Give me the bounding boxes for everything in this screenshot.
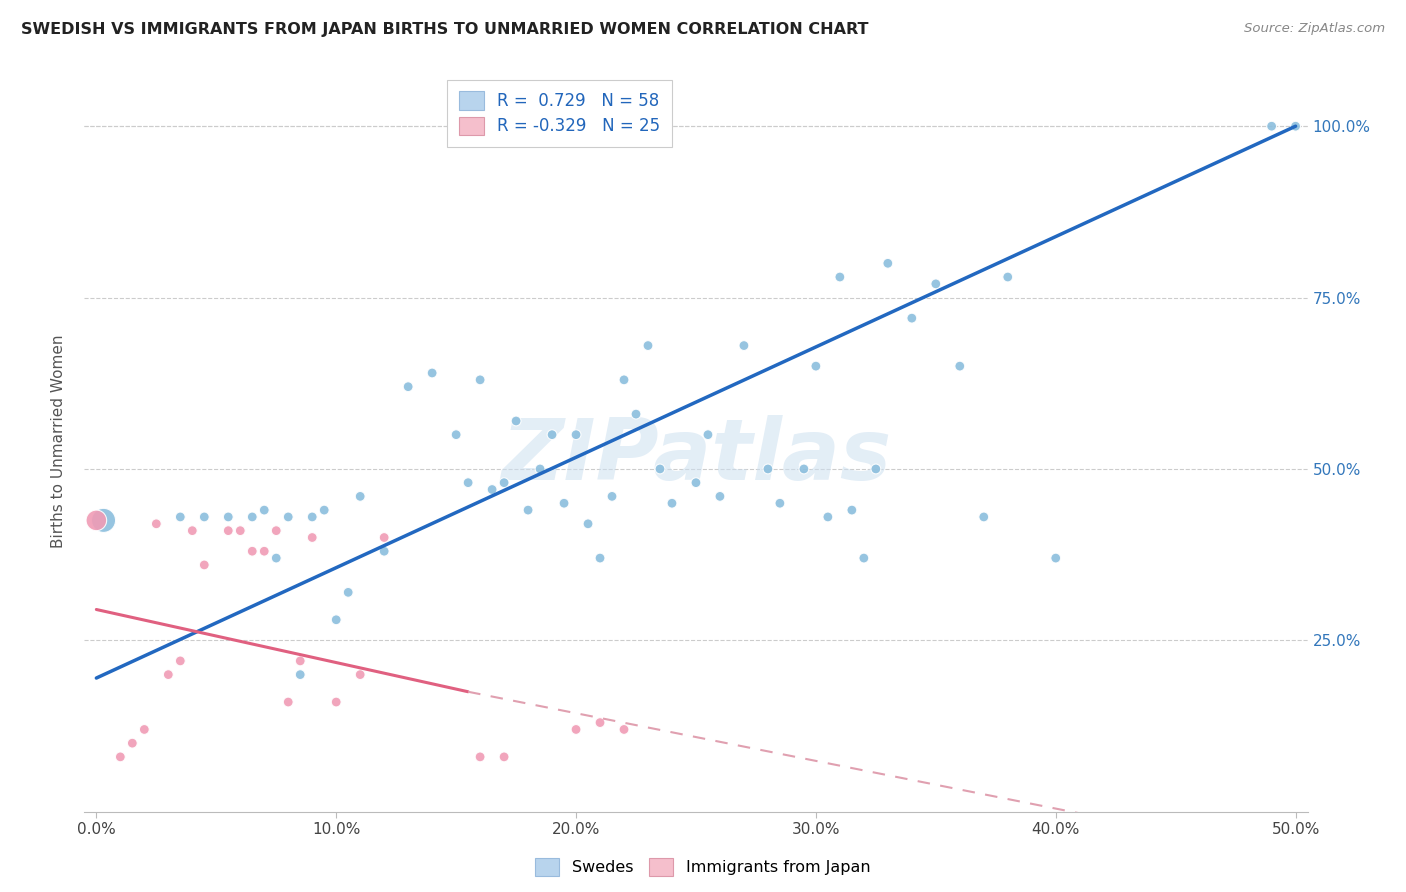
Point <box>852 551 875 566</box>
Point <box>589 715 612 730</box>
Point <box>325 613 347 627</box>
Point <box>1260 119 1282 133</box>
Point <box>264 524 287 538</box>
Point <box>804 359 827 373</box>
Text: ZIPatlas: ZIPatlas <box>501 415 891 498</box>
Point <box>876 256 898 270</box>
Point <box>373 531 395 545</box>
Point <box>697 427 720 442</box>
Point <box>169 510 191 524</box>
Point <box>169 654 191 668</box>
Point <box>494 750 516 764</box>
Point <box>290 654 312 668</box>
Point <box>648 462 671 476</box>
Point <box>529 462 551 476</box>
Point <box>685 475 707 490</box>
Point <box>541 427 564 442</box>
Point <box>193 510 215 524</box>
Point <box>145 516 167 531</box>
Point <box>901 311 924 326</box>
Point <box>756 462 779 476</box>
Point <box>337 585 360 599</box>
Point <box>277 695 299 709</box>
Point <box>277 510 299 524</box>
Point <box>661 496 683 510</box>
Point <box>468 373 491 387</box>
Point <box>793 462 815 476</box>
Point <box>301 531 323 545</box>
Text: SWEDISH VS IMMIGRANTS FROM JAPAN BIRTHS TO UNMARRIED WOMEN CORRELATION CHART: SWEDISH VS IMMIGRANTS FROM JAPAN BIRTHS … <box>21 22 869 37</box>
Point <box>157 667 180 681</box>
Point <box>217 510 239 524</box>
Point <box>505 414 527 428</box>
Point <box>253 503 276 517</box>
Point <box>817 510 839 524</box>
Point <box>457 475 479 490</box>
Point <box>576 516 599 531</box>
Point <box>373 544 395 558</box>
Point <box>396 380 419 394</box>
Point <box>93 513 115 527</box>
Point <box>613 373 636 387</box>
Point <box>769 496 792 510</box>
Point <box>229 524 252 538</box>
Point <box>565 723 588 737</box>
Legend: Swedes, Immigrants from Japan: Swedes, Immigrants from Japan <box>529 852 877 882</box>
Point <box>613 723 636 737</box>
Point <box>193 558 215 572</box>
Point <box>314 503 336 517</box>
Point <box>925 277 948 291</box>
Point <box>468 750 491 764</box>
Point <box>553 496 575 510</box>
Point <box>86 513 108 527</box>
Point <box>828 270 851 285</box>
Point <box>134 723 156 737</box>
Point <box>349 489 371 503</box>
Point <box>181 524 204 538</box>
Point <box>973 510 995 524</box>
Point <box>589 551 612 566</box>
Y-axis label: Births to Unmarried Women: Births to Unmarried Women <box>51 334 66 549</box>
Point <box>517 503 540 517</box>
Point <box>217 524 239 538</box>
Point <box>1045 551 1067 566</box>
Point <box>565 427 588 442</box>
Point <box>253 544 276 558</box>
Point <box>841 503 863 517</box>
Point <box>949 359 972 373</box>
Point <box>325 695 347 709</box>
Point <box>865 462 887 476</box>
Point <box>1284 119 1306 133</box>
Point <box>121 736 143 750</box>
Point <box>624 407 647 421</box>
Point <box>709 489 731 503</box>
Point <box>481 483 503 497</box>
Legend: R =  0.729   N = 58, R = -0.329   N = 25: R = 0.729 N = 58, R = -0.329 N = 25 <box>447 79 672 147</box>
Point <box>444 427 467 442</box>
Text: Source: ZipAtlas.com: Source: ZipAtlas.com <box>1244 22 1385 36</box>
Point <box>997 270 1019 285</box>
Point <box>264 551 287 566</box>
Point <box>240 510 263 524</box>
Point <box>240 544 263 558</box>
Point <box>290 667 312 681</box>
Point <box>494 475 516 490</box>
Point <box>349 667 371 681</box>
Point <box>600 489 623 503</box>
Point <box>420 366 443 380</box>
Point <box>110 750 132 764</box>
Point <box>637 338 659 352</box>
Point <box>733 338 755 352</box>
Point <box>301 510 323 524</box>
